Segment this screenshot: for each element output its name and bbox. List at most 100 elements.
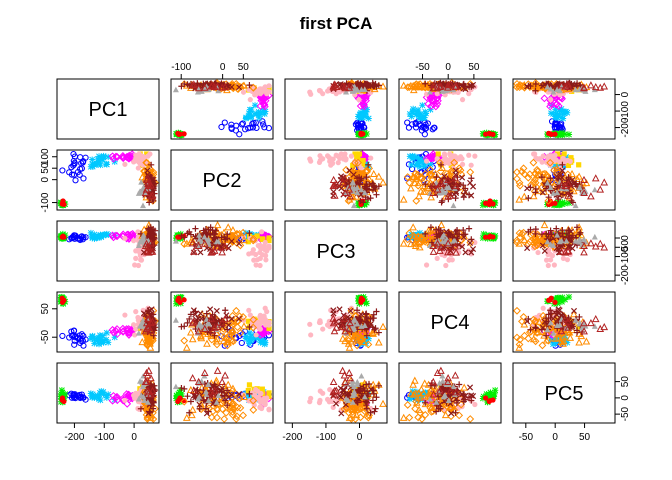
point-marker xyxy=(563,237,570,244)
point-marker xyxy=(103,336,110,343)
point-marker xyxy=(399,81,408,89)
point-marker xyxy=(358,131,364,137)
point-marker xyxy=(257,255,263,261)
point-marker xyxy=(246,82,253,89)
point-marker xyxy=(59,295,65,301)
point-marker xyxy=(559,175,568,183)
point-marker xyxy=(568,197,575,204)
point-marker xyxy=(233,317,241,326)
panel-frame xyxy=(398,291,502,353)
point-marker xyxy=(596,239,605,247)
point-marker xyxy=(561,151,567,157)
point-marker xyxy=(261,124,268,131)
point-marker xyxy=(146,307,154,314)
point-marker xyxy=(409,165,416,173)
point-marker xyxy=(137,405,145,412)
point-marker xyxy=(224,326,231,333)
point-marker xyxy=(361,189,368,196)
point-marker xyxy=(427,161,434,168)
point-marker xyxy=(580,248,588,256)
point-marker xyxy=(553,173,560,180)
point-marker xyxy=(91,340,98,347)
point-marker xyxy=(361,86,368,92)
panel-frame xyxy=(512,149,616,211)
point-marker xyxy=(187,328,195,336)
point-marker xyxy=(448,239,454,245)
point-marker xyxy=(591,82,600,91)
point-marker xyxy=(580,188,588,197)
point-marker xyxy=(186,315,193,323)
point-marker xyxy=(375,329,382,336)
point-marker xyxy=(240,81,248,89)
point-marker xyxy=(233,323,242,332)
point-marker xyxy=(362,113,369,120)
point-marker xyxy=(443,184,450,191)
panel-frame xyxy=(56,78,160,140)
point-marker xyxy=(547,324,556,332)
point-marker xyxy=(247,332,254,340)
panel-points xyxy=(57,150,159,209)
point-marker xyxy=(516,335,524,344)
point-marker xyxy=(215,87,222,94)
point-marker xyxy=(221,314,229,323)
point-marker xyxy=(203,310,210,317)
point-marker xyxy=(112,393,120,402)
point-marker xyxy=(146,163,155,171)
point-marker xyxy=(242,126,249,133)
point-marker xyxy=(443,228,450,235)
point-marker xyxy=(236,315,243,322)
point-marker xyxy=(207,306,214,313)
panel-points xyxy=(307,79,387,139)
point-marker xyxy=(433,83,442,91)
point-marker xyxy=(119,154,128,163)
point-marker xyxy=(240,322,248,330)
point-marker xyxy=(374,338,383,346)
point-marker xyxy=(257,244,263,250)
point-marker xyxy=(361,81,369,88)
panel-PC4-PC2 xyxy=(170,291,274,353)
point-marker xyxy=(368,155,374,161)
point-marker xyxy=(582,188,589,194)
point-marker xyxy=(365,115,372,122)
point-marker xyxy=(192,311,199,318)
panel-points xyxy=(57,293,159,351)
panel-points xyxy=(399,221,499,269)
point-marker xyxy=(582,337,591,345)
point-marker xyxy=(246,230,253,237)
point-marker xyxy=(189,80,198,88)
point-marker xyxy=(330,307,337,314)
point-marker xyxy=(579,189,586,196)
point-marker xyxy=(468,162,474,168)
point-marker xyxy=(135,314,141,321)
point-marker xyxy=(259,118,266,125)
panel-points xyxy=(399,150,499,209)
point-marker xyxy=(520,235,529,243)
point-marker xyxy=(352,163,360,171)
point-marker xyxy=(122,397,128,403)
point-marker xyxy=(451,82,460,91)
point-marker xyxy=(188,239,197,247)
point-marker xyxy=(239,313,248,321)
panel-PC4-PC4: PC4 xyxy=(398,291,502,353)
point-marker xyxy=(239,228,248,237)
point-marker xyxy=(564,323,573,331)
point-marker xyxy=(557,171,564,178)
point-marker xyxy=(409,231,418,239)
point-marker xyxy=(140,322,147,329)
point-marker xyxy=(249,120,256,127)
point-marker xyxy=(460,191,467,198)
point-marker xyxy=(96,332,104,339)
point-marker xyxy=(249,124,256,131)
point-marker xyxy=(266,245,272,251)
point-marker xyxy=(532,235,541,243)
point-marker xyxy=(415,237,423,246)
point-marker xyxy=(317,153,323,159)
point-marker xyxy=(550,242,557,249)
point-marker xyxy=(112,152,120,161)
point-marker xyxy=(405,124,413,131)
point-marker xyxy=(451,174,460,182)
point-marker xyxy=(552,106,559,113)
point-marker xyxy=(566,333,575,341)
point-marker xyxy=(554,232,561,238)
